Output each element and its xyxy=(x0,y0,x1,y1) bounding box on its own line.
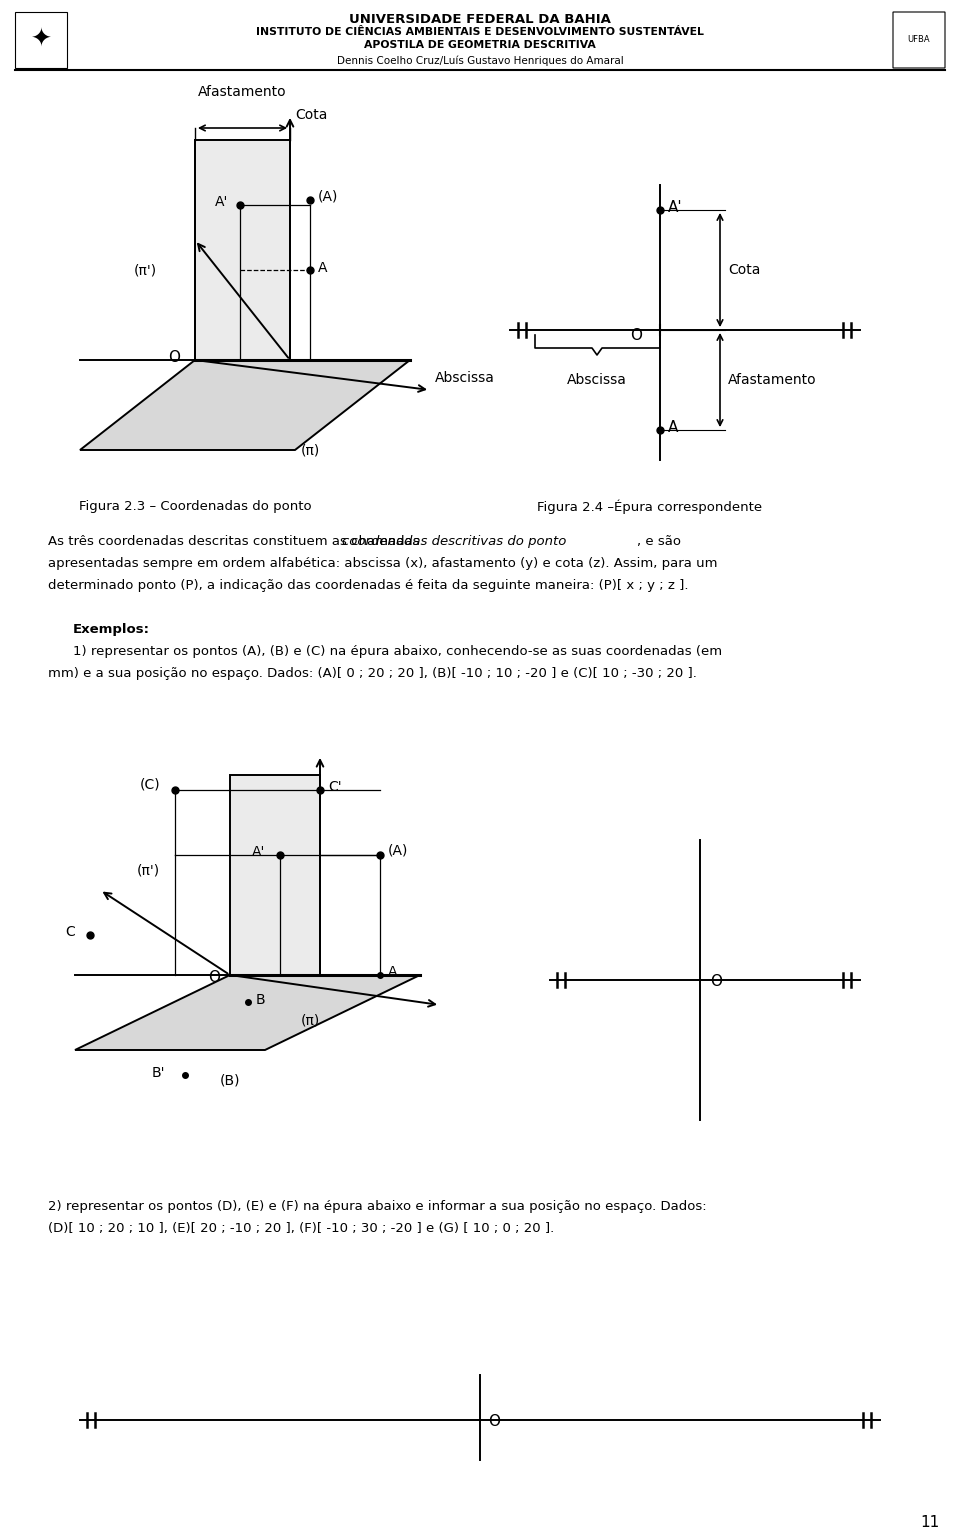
Text: B': B' xyxy=(152,1067,165,1080)
Text: INSTITUTO DE CIÊNCIAS AMBIENTAIS E DESENVOLVIMENTO SUSTENTÁVEL: INSTITUTO DE CIÊNCIAS AMBIENTAIS E DESEN… xyxy=(256,28,704,37)
Text: Exemplos:: Exemplos: xyxy=(73,623,150,636)
Text: O: O xyxy=(630,327,642,342)
Text: A: A xyxy=(668,420,679,435)
Text: (D)[ 10 ; 20 ; 10 ], (E)[ 20 ; -10 ; 20 ], (F)[ -10 ; 30 ; -20 ] e (G) [ 10 ; 0 : (D)[ 10 ; 20 ; 10 ], (E)[ 20 ; -10 ; 20 … xyxy=(48,1222,554,1235)
Text: , e são: , e são xyxy=(637,535,681,549)
Text: determinado ponto (P), a indicação das coordenadas é feita da seguinte maneira: : determinado ponto (P), a indicação das c… xyxy=(48,579,688,591)
Text: O: O xyxy=(710,975,722,990)
Text: A': A' xyxy=(252,845,265,859)
Text: UFBA: UFBA xyxy=(908,35,930,44)
Text: A: A xyxy=(318,261,327,275)
Text: UNIVERSIDADE FEDERAL DA BAHIA: UNIVERSIDADE FEDERAL DA BAHIA xyxy=(349,14,611,26)
Text: Dennis Coelho Cruz/Luís Gustavo Henriques do Amaral: Dennis Coelho Cruz/Luís Gustavo Henrique… xyxy=(337,55,623,66)
Polygon shape xyxy=(75,975,420,1050)
Text: apresentadas sempre em ordem alfabética: abscissa (x), afastamento (y) e cota (z: apresentadas sempre em ordem alfabética:… xyxy=(48,558,717,570)
Text: ✦: ✦ xyxy=(31,28,52,52)
Text: (π): (π) xyxy=(300,443,320,457)
Text: Figura 2.3 – Coordenadas do ponto: Figura 2.3 – Coordenadas do ponto xyxy=(79,500,311,513)
Text: Afastamento: Afastamento xyxy=(728,373,817,387)
Text: Cota: Cota xyxy=(728,263,760,277)
Text: 2) representar os pontos (D), (E) e (F) na épura abaixo e informar a sua posição: 2) representar os pontos (D), (E) e (F) … xyxy=(48,1199,707,1213)
Text: mm) e a sua posição no espaço. Dados: (A)[ 0 ; 20 ; 20 ], (B)[ -10 ; 10 ; -20 ] : mm) e a sua posição no espaço. Dados: (A… xyxy=(48,668,697,680)
Text: (B): (B) xyxy=(220,1073,241,1086)
Text: A': A' xyxy=(668,200,683,214)
Text: 11: 11 xyxy=(921,1514,940,1528)
Bar xyxy=(15,12,67,69)
Text: (C): (C) xyxy=(139,778,160,792)
Text: A: A xyxy=(388,966,397,979)
Text: Figura 2.4 –Épura correspondente: Figura 2.4 –Épura correspondente xyxy=(538,500,762,515)
Text: Abscissa: Abscissa xyxy=(567,373,627,387)
Text: 1) representar os pontos (A), (B) e (C) na épura abaixo, conhecendo-se as suas c: 1) representar os pontos (A), (B) e (C) … xyxy=(73,645,722,659)
Text: O: O xyxy=(168,350,180,365)
Text: O: O xyxy=(488,1415,500,1430)
Polygon shape xyxy=(230,775,320,975)
Text: B: B xyxy=(256,993,266,1007)
Text: (A): (A) xyxy=(388,843,408,857)
Text: (π'): (π') xyxy=(133,263,156,277)
Text: (π'): (π') xyxy=(137,863,160,877)
Text: Afastamento: Afastamento xyxy=(198,86,286,99)
Polygon shape xyxy=(195,141,290,361)
Text: (π): (π) xyxy=(300,1013,320,1027)
Text: APOSTILA DE GEOMETRIA DESCRITIVA: APOSTILA DE GEOMETRIA DESCRITIVA xyxy=(364,40,596,50)
Text: Cota: Cota xyxy=(295,108,327,122)
Polygon shape xyxy=(80,361,410,451)
Text: Abscissa: Abscissa xyxy=(435,371,494,385)
Text: O: O xyxy=(208,970,220,986)
Text: C: C xyxy=(65,924,75,940)
Text: coordenadas descritivas do ponto: coordenadas descritivas do ponto xyxy=(342,535,566,549)
Text: As três coordenadas descritas constituem as chamadas: As três coordenadas descritas constituem… xyxy=(48,535,424,549)
Text: (A): (A) xyxy=(318,189,338,203)
Text: C': C' xyxy=(328,779,342,795)
Text: A': A' xyxy=(215,196,228,209)
